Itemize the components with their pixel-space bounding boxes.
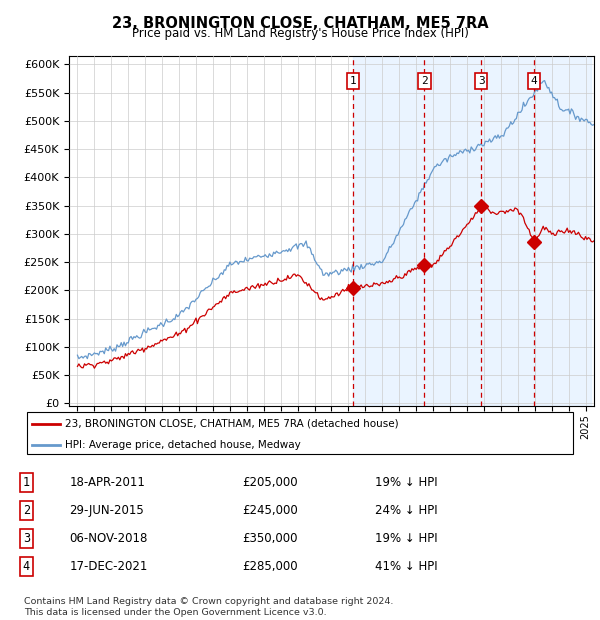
Text: 24% ↓ HPI: 24% ↓ HPI: [375, 503, 437, 516]
Text: £350,000: £350,000: [242, 532, 298, 544]
Text: 3: 3: [478, 76, 485, 86]
Text: 29-JUN-2015: 29-JUN-2015: [70, 503, 145, 516]
Text: 3: 3: [23, 532, 30, 544]
Text: 17-DEC-2021: 17-DEC-2021: [70, 560, 148, 573]
Text: 19% ↓ HPI: 19% ↓ HPI: [375, 532, 437, 544]
Text: 1: 1: [23, 476, 30, 489]
FancyBboxPatch shape: [27, 412, 573, 454]
Text: HPI: Average price, detached house, Medway: HPI: Average price, detached house, Medw…: [65, 440, 301, 450]
Text: 23, BRONINGTON CLOSE, CHATHAM, ME5 7RA: 23, BRONINGTON CLOSE, CHATHAM, ME5 7RA: [112, 16, 488, 30]
Text: 41% ↓ HPI: 41% ↓ HPI: [375, 560, 437, 573]
Text: 4: 4: [23, 560, 30, 573]
Text: 18-APR-2011: 18-APR-2011: [70, 476, 145, 489]
Text: 4: 4: [530, 76, 537, 86]
Bar: [353, 56, 590, 406]
Text: Contains HM Land Registry data © Crown copyright and database right 2024.
This d: Contains HM Land Registry data © Crown c…: [24, 598, 394, 617]
Text: £245,000: £245,000: [242, 503, 298, 516]
Text: 2: 2: [23, 503, 30, 516]
Text: 06-NOV-2018: 06-NOV-2018: [70, 532, 148, 544]
Text: Price paid vs. HM Land Registry's House Price Index (HPI): Price paid vs. HM Land Registry's House …: [131, 27, 469, 40]
Text: 2: 2: [421, 76, 428, 86]
Text: 19% ↓ HPI: 19% ↓ HPI: [375, 476, 437, 489]
Text: 23, BRONINGTON CLOSE, CHATHAM, ME5 7RA (detached house): 23, BRONINGTON CLOSE, CHATHAM, ME5 7RA (…: [65, 418, 399, 428]
Text: £285,000: £285,000: [242, 560, 298, 573]
Text: 1: 1: [350, 76, 357, 86]
Text: £205,000: £205,000: [242, 476, 298, 489]
